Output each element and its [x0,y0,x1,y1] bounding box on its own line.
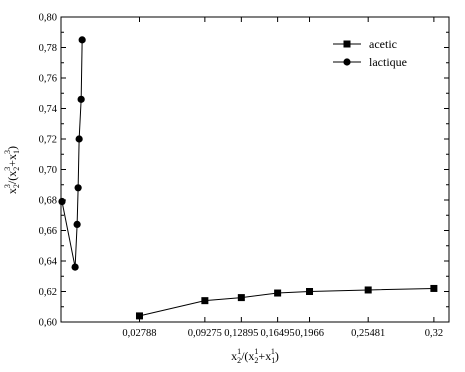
legend-marker-acetic [343,40,351,48]
x-axis-label: x21/(x21+x11) [231,347,279,365]
series-layer [58,36,438,320]
legend-marker-lactique [343,58,351,66]
y-tick-label: 0,72 [39,135,57,146]
data-point-lactique [78,36,86,44]
y-tick-label: 0,74 [39,104,58,115]
data-point-acetic [201,297,209,305]
y-tick-label: 0,62 [39,287,57,298]
series-line-acetic [139,287,434,317]
data-point-lactique [77,95,85,103]
x-tick-label: 0,16495 [261,328,295,339]
data-point-lactique [71,263,79,271]
x-tick-label: 0,25481 [351,328,385,339]
y-tick-label: 0,66 [39,226,57,237]
y-tick-label: 0,76 [39,74,57,85]
series-line-lactique [61,39,83,268]
x-tick-label: 0,12895 [224,328,258,339]
legend: acetic lactique [333,37,407,69]
y-axis-label: x23/(x23+x13) [3,146,21,194]
data-point-lactique [74,184,82,192]
data-point-acetic [135,312,143,320]
data-point-acetic [306,288,314,295]
y-tick-label: 0,64 [39,257,58,268]
x-tick-label: 0,02788 [122,328,156,339]
data-point-lactique [73,220,81,228]
data-point-acetic [364,286,372,294]
x-tick-label: 0,32 [425,328,443,339]
x-tick-label: 0,1966 [295,328,324,339]
y-tick-label: 0,78 [39,43,57,54]
y-tick-label: 0,60 [39,318,57,329]
data-point-lactique [58,197,66,206]
x-tick-label: 0,09275 [188,328,222,339]
legend-label-acetic: acetic [369,37,397,51]
y-tick-label: 0,68 [39,196,57,207]
data-point-acetic [430,284,438,292]
legend-label-lactique: lactique [369,55,407,69]
data-point-acetic [237,294,245,302]
y-tick-label: 0,70 [39,165,57,176]
data-point-acetic [274,289,282,297]
axis-ticks: 0,60 0,62 0,64 0,66 0,68 0,70 0,72 0,74 0,76 0,78… [39,13,449,339]
data-point-lactique [75,135,83,143]
y-tick-label: 0,80 [39,13,57,24]
